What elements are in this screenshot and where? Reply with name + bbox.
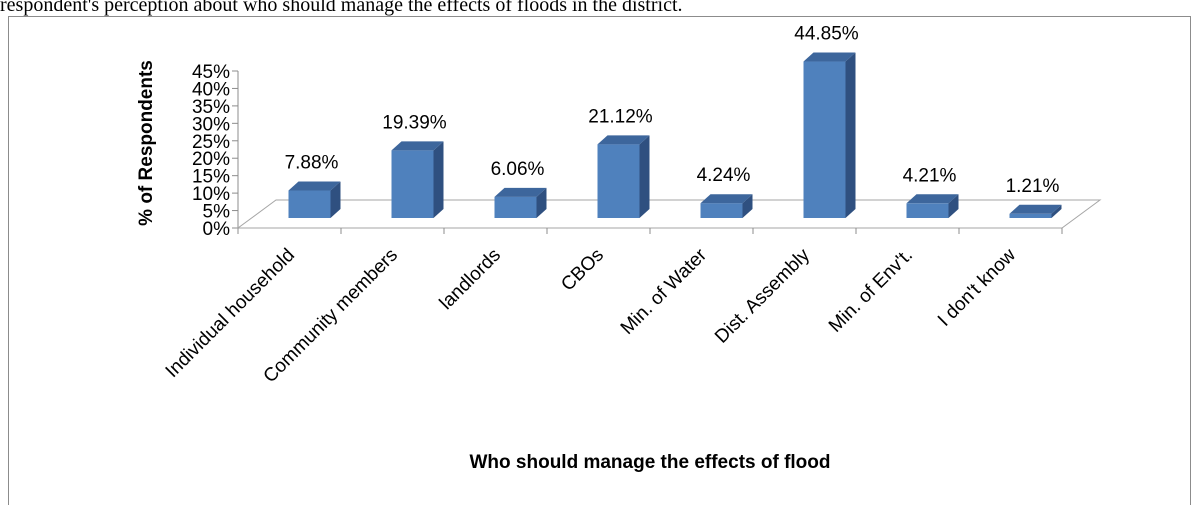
x-axis-title: Who should manage the effects of flood [470,452,831,473]
data-label: 4.21% [903,165,957,186]
bar-front [906,203,949,218]
data-label: 21.12% [588,106,653,127]
y-tick-label: 35% [192,97,230,118]
figure-caption: respondent's perception about who should… [0,0,683,16]
y-tick-label: 40% [192,79,230,100]
bar-side [639,135,650,218]
bar-front [494,196,537,218]
y-tick-label: 0% [203,219,231,240]
y-tick-label: 20% [192,149,230,170]
data-label: 6.06% [491,159,545,180]
category-label: Dist. Assembly [711,244,814,347]
data-label: 19.39% [382,112,447,133]
bar-front [803,61,846,219]
category-label: CBOs [557,245,608,296]
bar-top [1009,204,1062,214]
bar-front [700,203,743,218]
category-label: Min. of Env't. [825,245,917,337]
y-tick-label: 10% [192,184,230,205]
bar-side [742,194,753,218]
bar-side [948,194,959,218]
bar-top [288,181,341,191]
bar-side [1051,204,1062,218]
data-label: 4.24% [697,165,751,186]
category-label: landlords [436,245,505,314]
bar-top [391,141,444,151]
bar-front [288,190,331,218]
y-tick-label: 30% [192,114,230,135]
bar-top [597,135,650,145]
bar-top [906,194,959,204]
bar-side [845,52,856,219]
y-tick-label: 45% [192,62,230,83]
bar-front [391,150,434,218]
bar-front [597,144,640,218]
chart-floor [236,199,1102,229]
bar-front [1009,213,1052,218]
bar-top [700,194,753,204]
y-tick-label: 5% [203,202,231,223]
y-axis-title: % of Respondents [136,60,157,226]
chart-axes: 0%5%10%15%20%25%30%35%40%45% [192,62,1102,240]
data-label: 1.21% [1006,176,1060,197]
bar-top [803,52,856,62]
chart-bars [288,52,1062,219]
data-label: 44.85% [794,24,859,45]
bar-side [330,181,341,218]
data-label: 7.88% [285,153,339,174]
bar-top [494,187,547,197]
y-tick-label: 15% [192,167,230,188]
category-label: Min. of Water [617,244,712,339]
chart-frame [8,16,1191,505]
y-tick-label: 25% [192,132,230,153]
category-label: I don't know [934,244,1020,330]
bar-side [536,187,547,218]
bar-side [433,141,444,218]
